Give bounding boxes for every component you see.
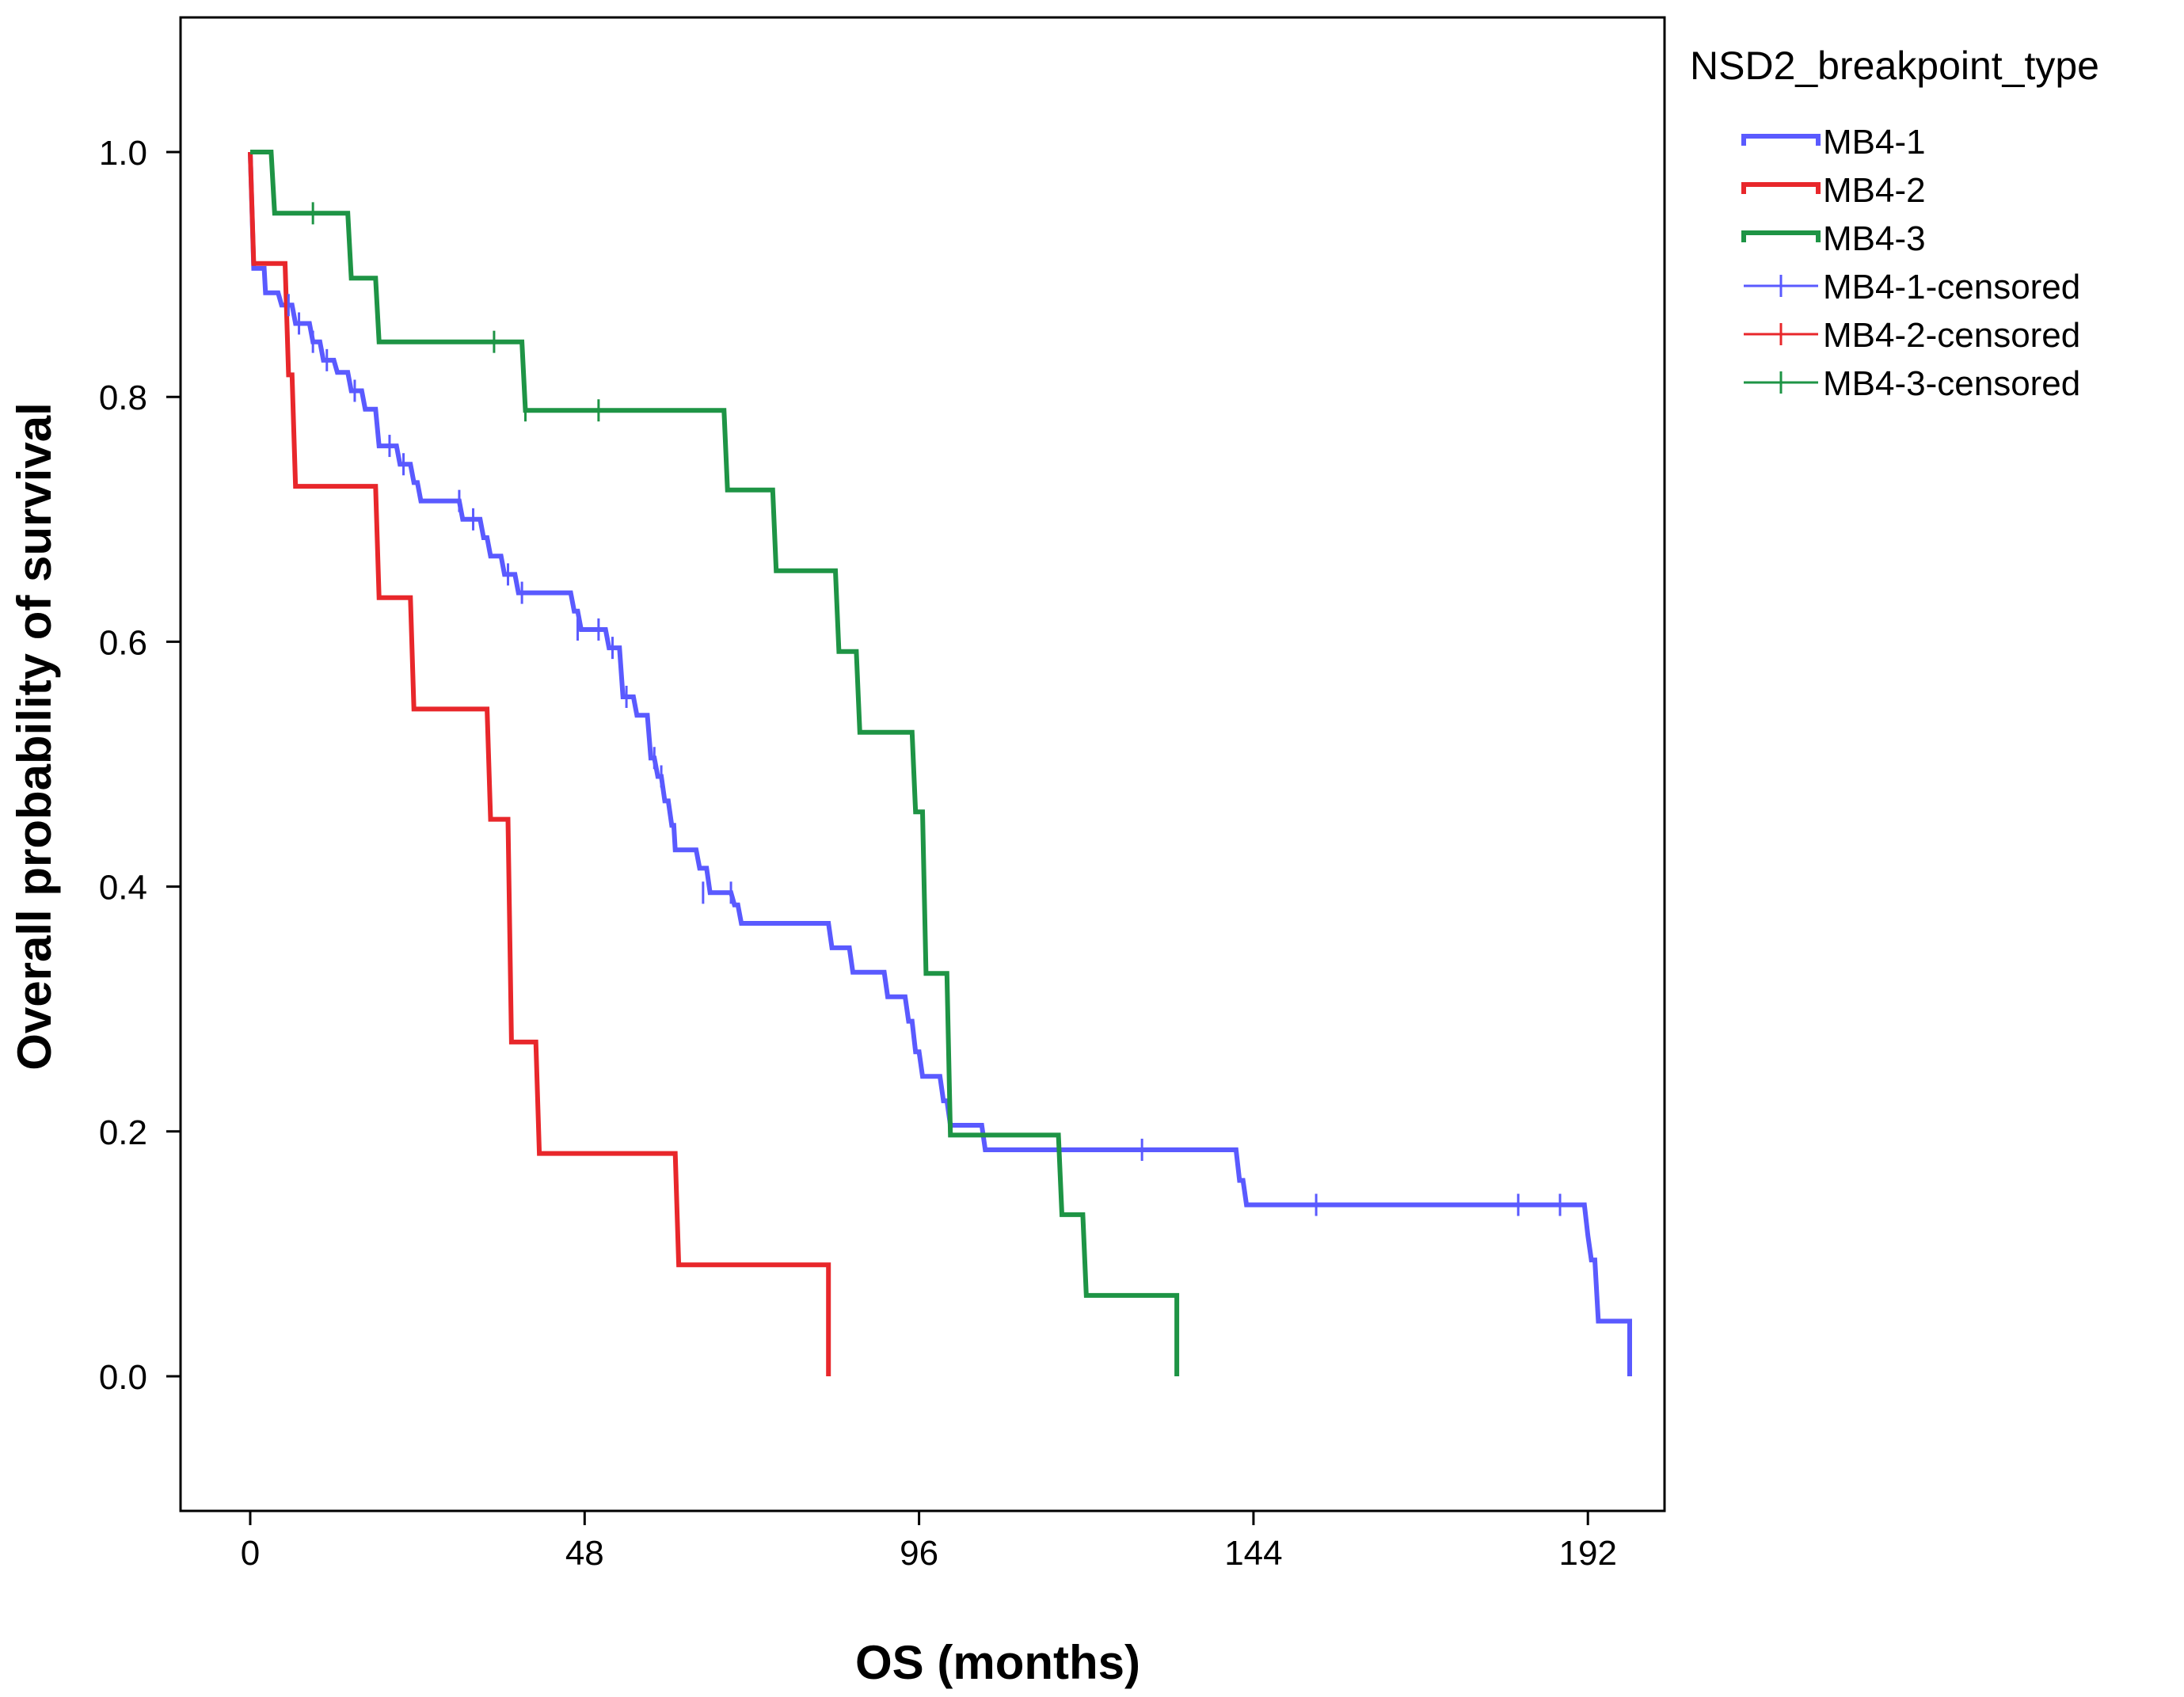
x-tick-label: 48	[565, 1534, 604, 1573]
legend-swatch-line	[1741, 134, 1821, 146]
legend-label: MB4-2-censored	[1823, 316, 2080, 355]
legend-label: MB4-3	[1823, 219, 1926, 258]
legend: MB4-1 MB4-2 MB4-3 MB4-1-censored MB4-2-censo…	[1741, 123, 2080, 403]
series-layer	[248, 150, 1632, 1376]
legend-swatch-line	[1741, 182, 1821, 194]
series-line-mb4-2	[248, 151, 831, 1376]
plot-frame	[179, 16, 1666, 1512]
x-axis-title: OS (months)	[855, 1636, 1140, 1689]
y-axis-title: Overall probability of survival	[8, 402, 61, 1071]
plot-border	[179, 16, 1666, 1512]
y-tick-label: 0.0	[99, 1358, 147, 1397]
legend-label: MB4-3-censored	[1823, 364, 2080, 403]
legend-title: NSD2_breakpoint_type	[1690, 44, 2099, 88]
legend-item-mb4-1-censored: MB4-1-censored	[1744, 268, 2080, 306]
x-tick-label: 0	[241, 1534, 260, 1573]
y-tick-label: 0.6	[99, 623, 147, 662]
y-tick-label: 0.2	[99, 1113, 147, 1152]
censor-layer	[287, 202, 1562, 1216]
legend-label: MB4-2	[1823, 171, 1926, 210]
y-tick-label: 0.4	[99, 869, 147, 907]
x-tick-label: 192	[1559, 1534, 1617, 1573]
legend-item-mb4-3: MB4-3	[1741, 219, 1926, 258]
legend-swatch-line	[1741, 230, 1821, 242]
series-line-mb4-3	[250, 150, 1180, 1376]
y-tick-label: 0.8	[99, 379, 147, 417]
x-axis: 0 48 96 144 192	[241, 1511, 1617, 1573]
legend-item-mb4-2-censored: MB4-2-censored	[1744, 316, 2080, 355]
legend-item-mb4-3-censored: MB4-3-censored	[1744, 364, 2080, 403]
legend-label: MB4-1-censored	[1823, 268, 2080, 306]
y-axis: 0.0 0.2 0.4 0.6 0.8 1.0	[99, 134, 181, 1397]
series-line-mb4-1	[248, 151, 1632, 1376]
y-tick-label: 1.0	[99, 134, 147, 173]
x-tick-label: 96	[900, 1534, 938, 1573]
legend-item-mb4-2: MB4-2	[1741, 171, 1926, 210]
legend-item-mb4-1: MB4-1	[1741, 123, 1926, 162]
x-tick-label: 144	[1224, 1534, 1282, 1573]
legend-label: MB4-1	[1823, 123, 1926, 162]
